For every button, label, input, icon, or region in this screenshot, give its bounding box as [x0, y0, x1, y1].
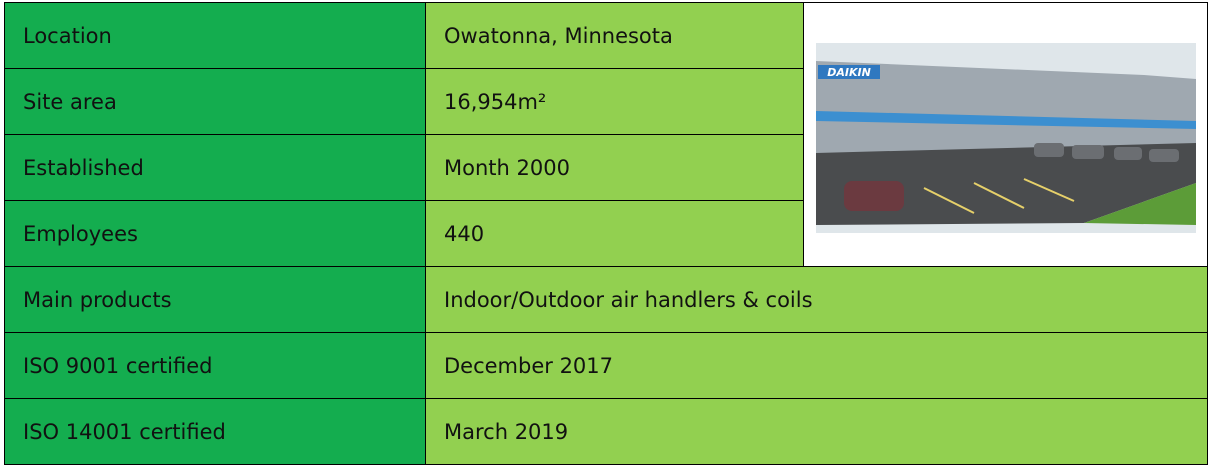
- label-cell: Established: [4, 134, 426, 201]
- value-cell: 440: [425, 200, 804, 267]
- factory-photo: DAIKIN: [804, 3, 1207, 266]
- page: Location Owatonna, Minnesota Site area 1…: [0, 0, 1215, 467]
- value-cell: 16,954m²: [425, 68, 804, 135]
- label-cell: Employees: [4, 200, 426, 267]
- label-cell: Main products: [4, 266, 426, 333]
- value-cell: Indoor/Outdoor air handlers & coils: [425, 266, 1208, 333]
- value-cell: Month 2000: [425, 134, 804, 201]
- label-cell: ISO 14001 certified: [4, 398, 426, 465]
- label-cell: Location: [4, 2, 426, 69]
- value-cell: December 2017: [425, 332, 1208, 399]
- value-cell: March 2019: [425, 398, 1208, 465]
- label-cell: ISO 9001 certified: [4, 332, 426, 399]
- value-cell: Owatonna, Minnesota: [425, 2, 804, 69]
- photo-cell: DAIKIN: [803, 2, 1208, 267]
- sign-text: DAIKIN: [827, 66, 871, 79]
- label-cell: Site area: [4, 68, 426, 135]
